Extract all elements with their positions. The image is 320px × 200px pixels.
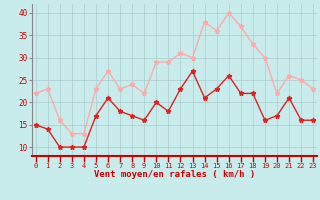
X-axis label: Vent moyen/en rafales ( km/h ): Vent moyen/en rafales ( km/h ): [94, 170, 255, 179]
